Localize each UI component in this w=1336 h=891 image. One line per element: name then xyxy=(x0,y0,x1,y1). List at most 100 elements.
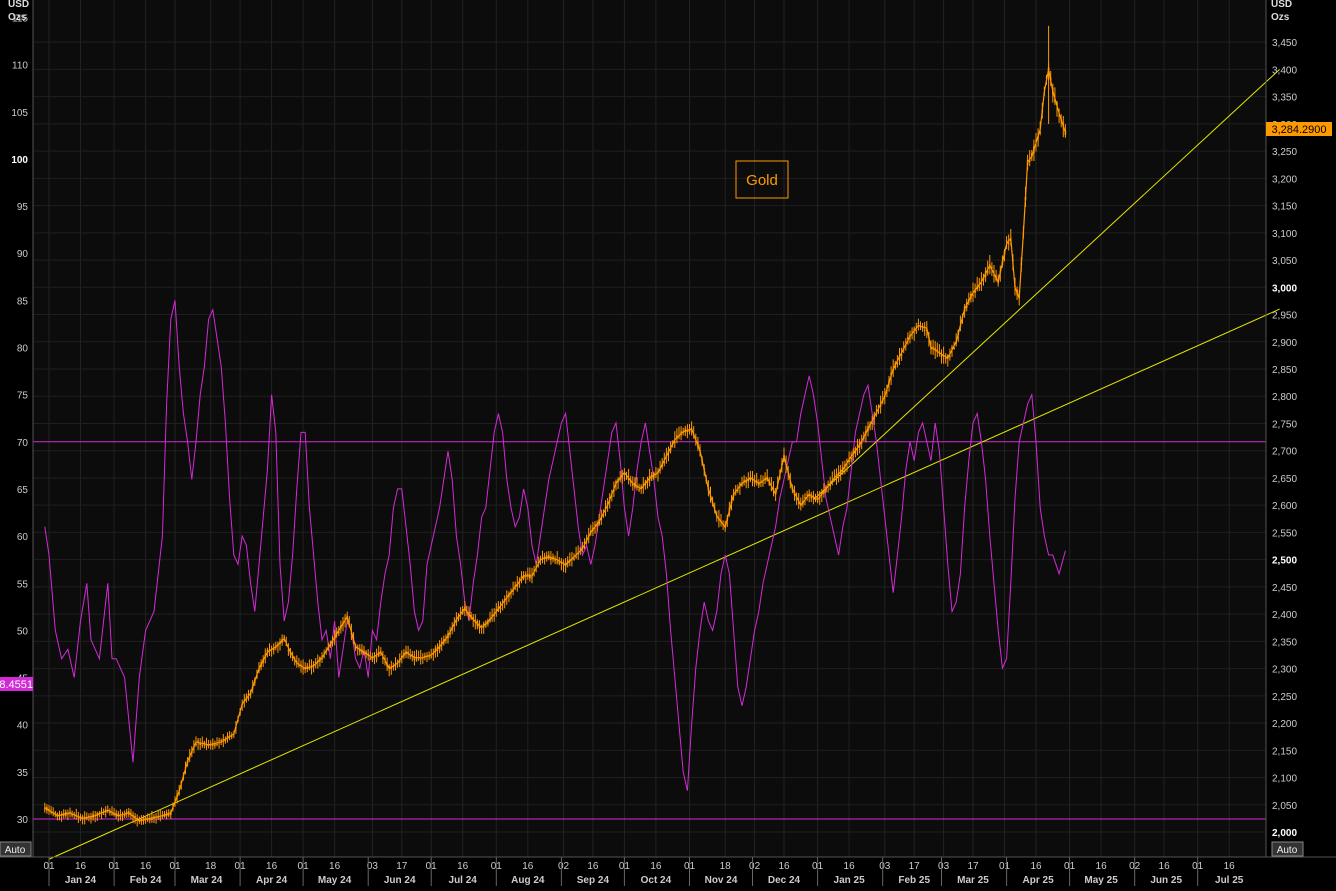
gold-candle-body xyxy=(1054,99,1056,102)
gold-candle-body xyxy=(407,651,409,655)
x-tick-label-day: 16 xyxy=(75,861,87,872)
gold-candle-body xyxy=(535,566,537,568)
gold-candle-body xyxy=(764,477,766,481)
gold-candle-body xyxy=(308,668,311,670)
gold-candle-body xyxy=(552,556,554,560)
gold-candle-body xyxy=(209,744,212,746)
gold-candle-body xyxy=(949,356,951,358)
gold-candle-body xyxy=(965,302,968,308)
gold-candle-body xyxy=(270,649,273,651)
gold-candle-body xyxy=(50,811,52,813)
gold-candle-body xyxy=(182,776,185,778)
gold-candle-body xyxy=(195,743,197,745)
gold-candle-body xyxy=(755,480,758,482)
gold-candle-body xyxy=(466,611,468,613)
gold-candle-body xyxy=(470,614,472,619)
gold-candle-body xyxy=(947,355,949,359)
gold-candle-body xyxy=(886,389,888,391)
gold-candle-body xyxy=(527,573,529,577)
gold-candle-body xyxy=(938,352,941,354)
gold-candle-body xyxy=(373,656,376,658)
right-tick-label: 2,700 xyxy=(1272,447,1297,458)
gold-candle-body xyxy=(1049,77,1052,80)
gold-candle-body xyxy=(128,811,130,815)
gold-candle-body xyxy=(655,473,657,476)
gold-candle-body xyxy=(411,654,414,657)
gold-candle-body xyxy=(829,484,831,487)
gold-candle-body xyxy=(491,614,493,616)
gold-candle-body xyxy=(493,613,495,616)
gold-candle-body xyxy=(197,740,199,742)
gold-candle-body xyxy=(125,811,128,814)
gold-candle-body xyxy=(686,430,689,432)
gold-candle-body xyxy=(787,471,789,473)
gold-candle-body xyxy=(369,657,372,659)
gold-candle-body xyxy=(659,469,661,471)
left-tick-label: 95 xyxy=(17,202,29,213)
gold-candle-body xyxy=(96,812,99,816)
gold-candle-body xyxy=(77,816,80,818)
gold-candle-body xyxy=(430,656,432,658)
gold-candle-body xyxy=(218,740,220,742)
gold-candle-body xyxy=(193,746,195,748)
gold-candle-body xyxy=(445,639,447,641)
gold-candle-body xyxy=(512,590,514,592)
gold-candle-body xyxy=(596,523,598,526)
rsi-current-badge-bg xyxy=(0,677,33,691)
right-tick-label: 2,100 xyxy=(1272,774,1297,785)
gold-candle-body xyxy=(613,489,615,492)
gold-candle-body xyxy=(279,641,281,645)
left-auto-button[interactable]: Auto xyxy=(0,841,32,857)
gold-candle-body xyxy=(291,655,294,658)
gold-candle-body xyxy=(67,813,69,815)
gold-candle-body xyxy=(564,562,567,567)
gold-candle-body xyxy=(1043,87,1046,89)
gold-candle-body xyxy=(900,354,903,356)
gold-candle-body xyxy=(363,651,365,654)
x-tick-label-month: Jun 24 xyxy=(384,875,416,886)
gold-candle-body xyxy=(155,816,157,818)
gold-candle-body xyxy=(558,562,561,564)
left-tick-label: 110 xyxy=(12,61,28,72)
gold-candle-body xyxy=(913,328,915,331)
gold-candle-body xyxy=(810,495,813,499)
gold-candle-body xyxy=(865,431,867,434)
right-tick-label: 2,500 xyxy=(1272,556,1297,567)
gold-candle-body xyxy=(944,357,947,359)
gold-candle-body xyxy=(134,816,136,818)
x-tick-label-month: Oct 24 xyxy=(641,875,672,886)
gold-candle-body xyxy=(604,507,607,509)
gold-candle-body xyxy=(293,658,296,660)
gold-candle-body xyxy=(959,325,962,327)
gold-candle-body xyxy=(323,655,325,657)
gold-candle-body xyxy=(142,818,145,820)
gold-candle-body xyxy=(476,621,479,627)
gold-candle-body xyxy=(529,574,531,579)
gold-candle-body xyxy=(984,271,987,277)
gold-candle-body xyxy=(203,741,206,745)
gold-candle-body xyxy=(365,651,367,654)
gold-candle-body xyxy=(153,816,155,819)
gold-candle-body xyxy=(587,535,590,537)
reference-lines xyxy=(33,441,1266,820)
gold-candle-body xyxy=(342,622,344,625)
gold-candle-body xyxy=(875,412,878,415)
gold-candle-body xyxy=(762,482,764,484)
gold-candle-body xyxy=(1026,160,1029,165)
gold-candle-body xyxy=(968,299,970,302)
gold-candle-body xyxy=(772,488,775,491)
gold-candle-body xyxy=(499,608,502,610)
gold-candle-body xyxy=(1014,285,1016,288)
gold-candle-body xyxy=(808,493,810,497)
gold-candle-body xyxy=(233,733,235,735)
right-auto-button[interactable]: Auto xyxy=(1271,841,1304,857)
gold-candle-body xyxy=(367,653,369,656)
x-tick-label-day: 16 xyxy=(587,861,599,872)
gold-candle-body xyxy=(464,607,466,610)
gold-candle-body xyxy=(995,275,997,280)
gold-candle-body xyxy=(319,657,321,662)
gold-candle-body xyxy=(495,609,498,611)
gold-candle-body xyxy=(919,326,922,328)
gold-candle-body xyxy=(44,808,46,810)
gold-candle-body xyxy=(707,487,710,491)
